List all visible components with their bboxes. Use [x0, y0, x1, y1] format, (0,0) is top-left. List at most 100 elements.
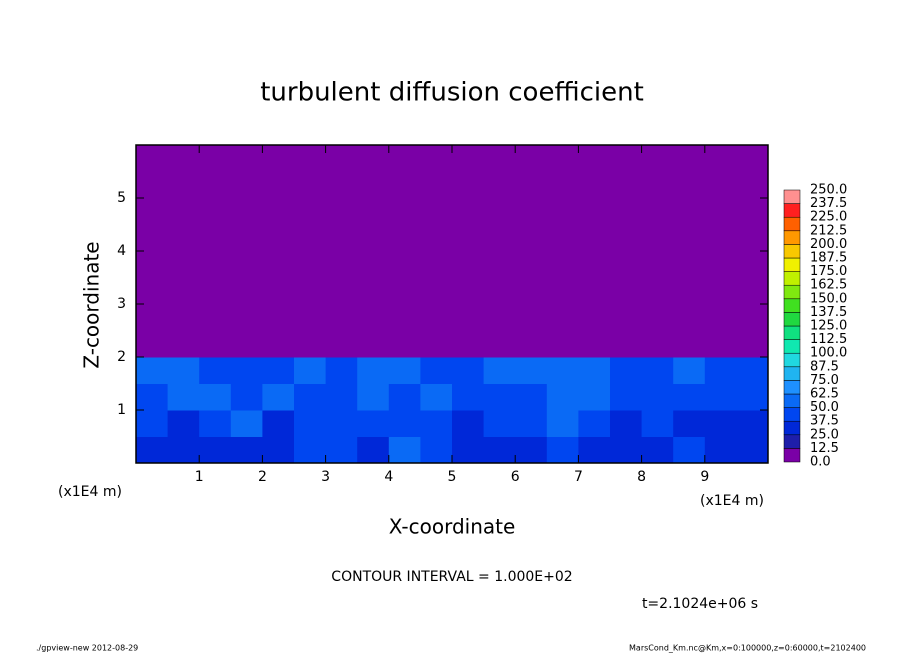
- colorbar-swatch: [783, 216, 801, 232]
- x-tick-label: 3: [321, 469, 330, 485]
- heat-cell: [420, 410, 453, 437]
- heat-cell: [167, 277, 200, 305]
- heat-cell: [388, 171, 421, 199]
- heat-cell: [452, 330, 485, 358]
- heat-cell: [136, 198, 169, 225]
- heat-cell: [294, 383, 327, 411]
- heat-cell: [262, 410, 295, 437]
- heat-cell: [641, 436, 674, 464]
- heat-cell: [736, 171, 769, 199]
- colorbar-label: 137.5: [810, 305, 847, 320]
- heat-cell: [610, 383, 643, 411]
- heat-cell: [357, 410, 390, 437]
- heat-cell: [673, 251, 706, 278]
- heat-cell: [325, 224, 358, 252]
- heat-cell: [199, 198, 232, 225]
- heat-cell: [610, 145, 643, 172]
- heat-cell: [262, 277, 295, 305]
- heat-cell: [230, 410, 263, 437]
- heat-cell: [294, 224, 327, 252]
- heat-cell: [262, 383, 295, 411]
- heat-cell: [515, 198, 548, 225]
- heat-cell: [136, 330, 169, 358]
- heat-cell: [388, 383, 421, 411]
- colorbar-swatch: [783, 434, 801, 449]
- colorbar-swatch: [783, 312, 801, 327]
- heat-cell: [673, 304, 706, 331]
- heat-cell: [294, 304, 327, 331]
- y-tick-label: 5: [117, 190, 126, 206]
- heat-cell: [325, 171, 358, 199]
- colorbar-label: 250.0: [810, 183, 847, 198]
- heat-cell: [673, 436, 706, 464]
- heat-cell: [515, 277, 548, 305]
- heat-cell: [610, 198, 643, 225]
- heat-cell: [420, 330, 453, 358]
- heat-cell: [546, 410, 579, 437]
- heat-cell: [262, 171, 295, 199]
- heat-cell: [294, 410, 327, 437]
- heat-cell: [420, 198, 453, 225]
- heat-cell: [167, 436, 200, 464]
- colorbar-label: 187.5: [810, 251, 847, 266]
- heat-cell: [325, 436, 358, 464]
- heat-cell: [483, 383, 516, 411]
- heat-cell: [357, 145, 390, 172]
- heat-cell: [736, 277, 769, 305]
- heat-cell: [230, 198, 263, 225]
- heat-cell: [199, 251, 232, 278]
- x-axis-label: X-coordinate: [389, 515, 516, 539]
- heat-cell: [704, 436, 737, 464]
- colorbar-label: 175.0: [810, 264, 847, 279]
- heat-cell: [388, 330, 421, 358]
- heat-cell: [578, 277, 611, 305]
- heat-cell: [578, 171, 611, 199]
- heat-cell: [420, 357, 453, 384]
- heat-cell: [546, 436, 579, 464]
- heat-cell: [578, 330, 611, 358]
- heat-cell: [230, 357, 263, 384]
- colorbar-swatch: [783, 244, 801, 259]
- heat-cell: [325, 145, 358, 172]
- heat-cell: [325, 277, 358, 305]
- x-tick-label: 1: [195, 469, 204, 485]
- heat-cell: [388, 251, 421, 278]
- heat-cell: [262, 357, 295, 384]
- heat-cell: [578, 357, 611, 384]
- colorbar-swatch: [783, 284, 801, 300]
- heat-cell: [673, 224, 706, 252]
- heat-cell: [136, 277, 169, 305]
- heat-cell: [167, 171, 200, 199]
- colorbar-label: 12.5: [810, 441, 839, 456]
- heat-cell: [704, 330, 737, 358]
- heat-cell: [673, 171, 706, 199]
- heat-cell: [452, 410, 485, 437]
- heat-cell: [610, 436, 643, 464]
- chart-title: turbulent diffusion coefficient: [260, 78, 644, 108]
- x-tick-label: 2: [258, 469, 267, 485]
- heat-cell: [325, 410, 358, 437]
- heat-cell: [325, 383, 358, 411]
- heat-cell: [578, 145, 611, 172]
- heat-cell: [420, 304, 453, 331]
- heat-cell: [167, 304, 200, 331]
- heat-cell: [230, 383, 263, 411]
- heat-cell: [388, 224, 421, 252]
- heat-cell: [199, 171, 232, 199]
- time-label: t=2.1024e+06 s: [642, 596, 758, 612]
- heat-cell: [515, 357, 548, 384]
- heat-cell: [136, 410, 169, 437]
- footer-left: ./gpview-new 2012-08-29: [36, 644, 138, 653]
- heat-cell: [452, 198, 485, 225]
- heat-cell: [199, 410, 232, 437]
- colorbar-swatch: [783, 420, 801, 436]
- heat-cell: [294, 145, 327, 172]
- heat-cell: [704, 198, 737, 225]
- heat-cell: [199, 277, 232, 305]
- y-axis-label: Z-coordinate: [80, 241, 104, 368]
- heat-cell: [167, 251, 200, 278]
- y-unit: (x1E4 m): [58, 484, 122, 500]
- heat-cell: [641, 277, 674, 305]
- heat-cell: [230, 277, 263, 305]
